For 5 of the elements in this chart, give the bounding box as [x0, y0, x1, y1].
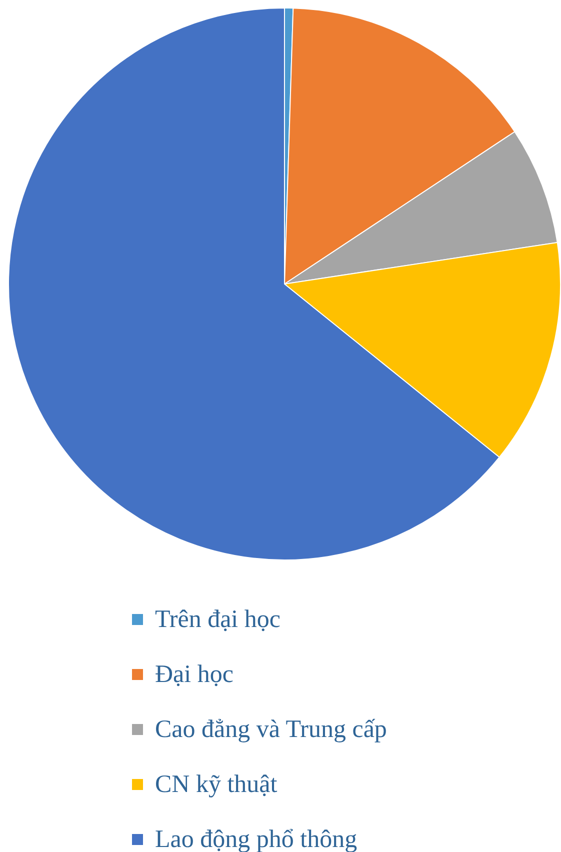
legend-label: CN kỹ thuật: [155, 770, 278, 798]
legend-label: Cao đẳng và Trung cấp: [155, 716, 387, 744]
legend-label: Đại học: [155, 660, 234, 688]
legend-label: Lao động phổ thông: [155, 826, 358, 852]
legend-label: Trên đại học: [155, 606, 280, 634]
